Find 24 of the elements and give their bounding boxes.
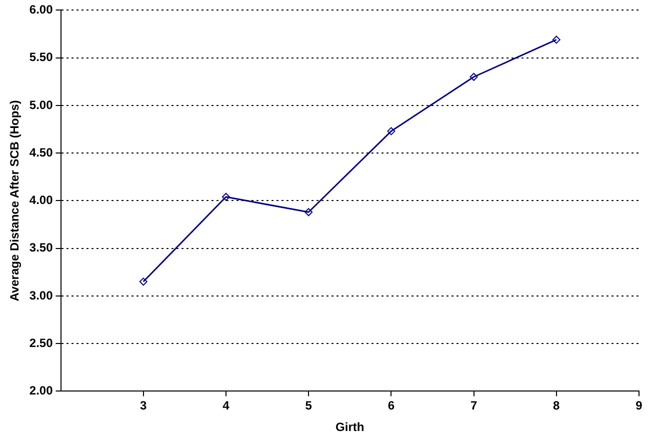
x-tick-label: 7 (470, 398, 478, 413)
point (222, 192, 230, 201)
point (552, 36, 560, 44)
y-tick-label: 3.00 (29, 288, 54, 302)
y-tick-label: 4.00 (29, 193, 54, 208)
point (139, 278, 148, 286)
x-tick-label: 3 (140, 398, 148, 413)
x-tick-label: 4 (222, 398, 230, 413)
point (470, 72, 478, 81)
point (304, 208, 313, 216)
y-tick-label: 2.50 (29, 336, 54, 350)
x-tick-label: 5 (305, 398, 312, 413)
point (387, 127, 396, 136)
y-tick-label: 5.50 (29, 50, 54, 64)
y-tick-label: 6.00 (29, 2, 54, 17)
y-tick-label: 2.00 (29, 384, 54, 398)
y-tick-label: 4.50 (29, 145, 54, 160)
y-axis-title: Average Distance After SCB (Hops) (8, 100, 22, 302)
x-tick-label: 8 (553, 398, 560, 413)
y-tick-label: 5.00 (29, 98, 54, 112)
x-tick-label: 6 (388, 398, 395, 413)
y-tick-label: 3.50 (29, 240, 54, 255)
x-axis-title: Girth (336, 420, 364, 434)
x-tick-label: 9 (636, 398, 643, 413)
